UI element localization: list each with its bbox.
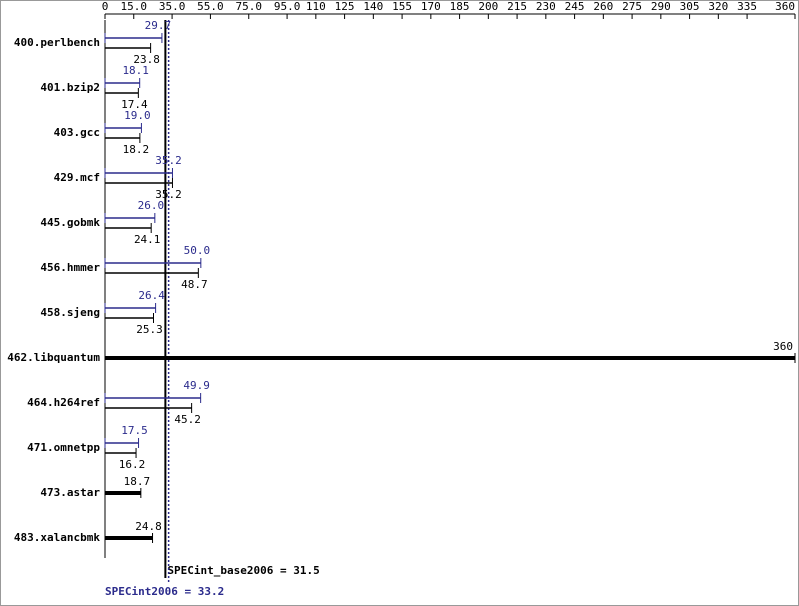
category-label: 458.sjeng bbox=[40, 306, 100, 319]
value-label: 24.8 bbox=[135, 520, 162, 533]
x-tick-label: 110 bbox=[306, 0, 326, 13]
x-tick-label: 215 bbox=[507, 0, 527, 13]
value-label: 45.2 bbox=[174, 413, 201, 426]
x-tick-label: 35.0 bbox=[159, 0, 186, 13]
x-tick-label: 155 bbox=[392, 0, 412, 13]
category-label: 473.astar bbox=[40, 486, 100, 499]
value-label: 17.5 bbox=[121, 424, 148, 437]
x-tick-label: 200 bbox=[478, 0, 498, 13]
x-tick-label: 245 bbox=[565, 0, 585, 13]
value-label: 19.0 bbox=[124, 109, 151, 122]
x-tick-label: 55.0 bbox=[197, 0, 224, 13]
value-label: 17.4 bbox=[121, 98, 148, 111]
x-tick-label: 75.0 bbox=[236, 0, 263, 13]
value-label: 35.2 bbox=[155, 188, 182, 201]
value-label: 23.8 bbox=[133, 53, 160, 66]
x-tick-label: 360 bbox=[775, 0, 795, 13]
value-label: 49.9 bbox=[183, 379, 210, 392]
x-tick-label: 275 bbox=[622, 0, 642, 13]
category-label: 400.perlbench bbox=[14, 36, 100, 49]
value-label: 26.4 bbox=[138, 289, 165, 302]
x-tick-label: 335 bbox=[737, 0, 757, 13]
value-label: 35.2 bbox=[155, 154, 182, 167]
category-label: 456.hmmer bbox=[40, 261, 100, 274]
x-tick-label: 0 bbox=[102, 0, 109, 13]
x-tick-label: 15.0 bbox=[121, 0, 148, 13]
value-label: 18.2 bbox=[123, 143, 150, 156]
reference-label: SPECint_base2006 = 31.5 bbox=[167, 564, 319, 577]
value-label: 48.7 bbox=[181, 278, 208, 291]
x-tick-label: 140 bbox=[363, 0, 383, 13]
category-label: 401.bzip2 bbox=[40, 81, 100, 94]
value-label: 26.0 bbox=[138, 199, 165, 212]
value-label: 25.3 bbox=[136, 323, 163, 336]
value-label: 16.2 bbox=[119, 458, 146, 471]
value-label: 50.0 bbox=[184, 244, 211, 257]
x-tick-label: 125 bbox=[335, 0, 355, 13]
x-tick-label: 260 bbox=[593, 0, 613, 13]
category-label: 483.xalancbmk bbox=[14, 531, 100, 544]
x-tick-label: 170 bbox=[421, 0, 441, 13]
x-tick-label: 305 bbox=[680, 0, 700, 13]
value-label: 24.1 bbox=[134, 233, 161, 246]
category-label: 462.libquantum bbox=[7, 351, 100, 364]
category-label: 464.h264ref bbox=[27, 396, 100, 409]
x-tick-label: 290 bbox=[651, 0, 671, 13]
category-label: 471.omnetpp bbox=[27, 441, 100, 454]
value-label: 29.7 bbox=[145, 19, 172, 32]
x-tick-label: 230 bbox=[536, 0, 556, 13]
category-label: 445.gobmk bbox=[40, 216, 100, 229]
value-label: 18.1 bbox=[122, 64, 149, 77]
x-tick-label: 320 bbox=[708, 0, 728, 13]
value-label: 18.7 bbox=[124, 475, 151, 488]
x-tick-label: 185 bbox=[450, 0, 470, 13]
category-label: 429.mcf bbox=[54, 171, 100, 184]
category-label: 403.gcc bbox=[54, 126, 100, 139]
value-label: 360 bbox=[773, 340, 793, 353]
x-tick-label: 95.0 bbox=[274, 0, 301, 13]
reference-label: SPECint2006 = 33.2 bbox=[105, 585, 224, 598]
